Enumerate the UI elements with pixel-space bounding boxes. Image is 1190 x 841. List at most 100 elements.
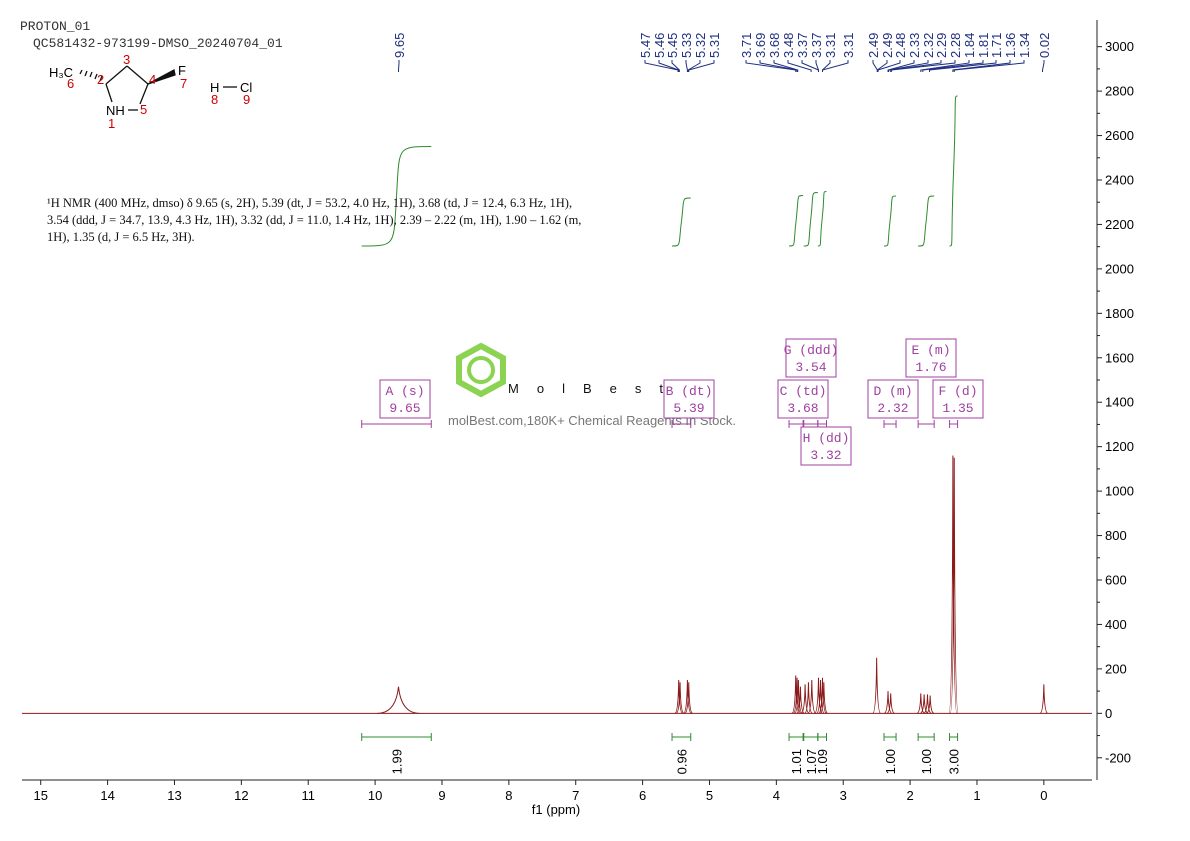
peak-label: 5.45 [665, 33, 680, 58]
peak [920, 694, 929, 714]
y-tick-label: 1200 [1105, 439, 1134, 454]
multiplet-box [905, 338, 957, 378]
integral-bracket [803, 733, 819, 741]
atom-number: 2 [97, 72, 104, 87]
peak-connector [745, 60, 797, 72]
multiplet-name: B (dt) [666, 384, 713, 399]
peak-connector [787, 60, 812, 72]
peak-connector [685, 60, 688, 72]
peak-label: 5.33 [679, 33, 694, 58]
peak-connector [872, 60, 878, 72]
peak-label: 5.46 [652, 33, 667, 58]
peak-connector [815, 60, 819, 72]
peak [792, 677, 802, 714]
multiplet-box [379, 379, 431, 419]
peak-connector [876, 60, 888, 72]
x-tick-label: 15 [33, 788, 47, 803]
peak-label: 2.48 [893, 33, 908, 58]
integral-label: 1.07 [804, 749, 819, 774]
integral-curve [817, 191, 827, 247]
peak-label: 3.68 [767, 33, 782, 58]
y-tick-label: 600 [1105, 573, 1127, 588]
peak-connector [821, 60, 849, 72]
peak-connector [759, 60, 798, 72]
peak-connector [920, 60, 970, 72]
peak [791, 675, 800, 714]
multiplet-name: G (ddd) [784, 343, 839, 358]
bond [126, 65, 149, 85]
atom-number: 1 [108, 116, 115, 131]
y-tick-label: 2200 [1105, 217, 1134, 232]
peak-connector [773, 60, 799, 72]
y-tick-label: 2600 [1105, 128, 1134, 143]
peak-connector [890, 60, 956, 72]
atom-number: 3 [123, 52, 130, 67]
peak [818, 677, 827, 714]
y-tick-label: 2000 [1105, 261, 1134, 276]
peak-connector [644, 60, 679, 72]
atom-number: 8 [211, 92, 218, 107]
x-tick-label: 12 [234, 788, 248, 803]
x-tick-label: 11 [301, 788, 315, 803]
atom: Cl [240, 80, 252, 95]
multiplet-name: H (dd) [803, 431, 850, 446]
integral-label: 1.09 [815, 749, 830, 774]
integral-curve [884, 195, 897, 247]
multiplet-bracket [361, 420, 432, 428]
integral-bracket [788, 733, 804, 741]
peak-connector [953, 60, 1025, 72]
atom-number: 9 [243, 92, 250, 107]
y-tick-label: -200 [1105, 750, 1131, 765]
peak-label: 3.69 [753, 33, 768, 58]
peak-connector [688, 60, 715, 72]
integral-bracket [361, 733, 432, 741]
multiplet-name: E (m) [911, 343, 950, 358]
bond [105, 65, 128, 85]
x-tick-label: 4 [773, 788, 780, 803]
integral-label: 1.00 [919, 749, 934, 774]
x-tick-label: 5 [706, 788, 713, 803]
integral-curve [672, 197, 691, 247]
logo-text: MolBest [508, 381, 663, 396]
y-tick-label: 400 [1105, 617, 1127, 632]
integral-bracket [671, 733, 692, 741]
x-axis-label: f1 (ppm) [532, 802, 580, 817]
peak [794, 679, 803, 714]
x-tick-label: 13 [167, 788, 181, 803]
peak [926, 695, 935, 714]
y-tick-label: 1000 [1105, 484, 1134, 499]
integral-bracket [817, 733, 828, 741]
peak-label: 3.37 [795, 33, 810, 58]
peak-connector [952, 60, 1011, 72]
hash-bond [79, 69, 103, 82]
y-tick-label: 1600 [1105, 350, 1134, 365]
peak-label: 1.81 [976, 33, 991, 58]
peak-label: 2.49 [866, 33, 881, 58]
multiplet-name: A (s) [385, 384, 424, 399]
multiplet-name: D (m) [873, 384, 912, 399]
multiplet-shift: 3.54 [795, 360, 826, 375]
structure [79, 65, 237, 111]
peak [948, 455, 958, 714]
multiplet-shift: 5.39 [673, 401, 704, 416]
peak-connector [890, 60, 942, 72]
multiplet-shift: 1.35 [942, 401, 973, 416]
peak-label: 5.47 [638, 33, 653, 58]
peak-connector [658, 60, 680, 72]
multiplet-shift: 3.32 [810, 448, 841, 463]
y-tick-label: 800 [1105, 528, 1127, 543]
logo [456, 342, 506, 398]
peak-label: 3.31 [841, 33, 856, 58]
y-tick-label: 2800 [1105, 84, 1134, 99]
multiplet-box [932, 379, 984, 419]
x-tick-label: 14 [100, 788, 114, 803]
peak-label: 3.31 [823, 33, 838, 58]
atom: NH [106, 103, 125, 118]
multiplet-box [800, 426, 852, 466]
x-tick-label: 1 [973, 788, 980, 803]
y-tick-label: 1800 [1105, 306, 1134, 321]
multiplet-box [777, 379, 829, 419]
logo-hexagon [456, 342, 506, 398]
peak [683, 679, 692, 714]
peak-label: 3.48 [781, 33, 796, 58]
